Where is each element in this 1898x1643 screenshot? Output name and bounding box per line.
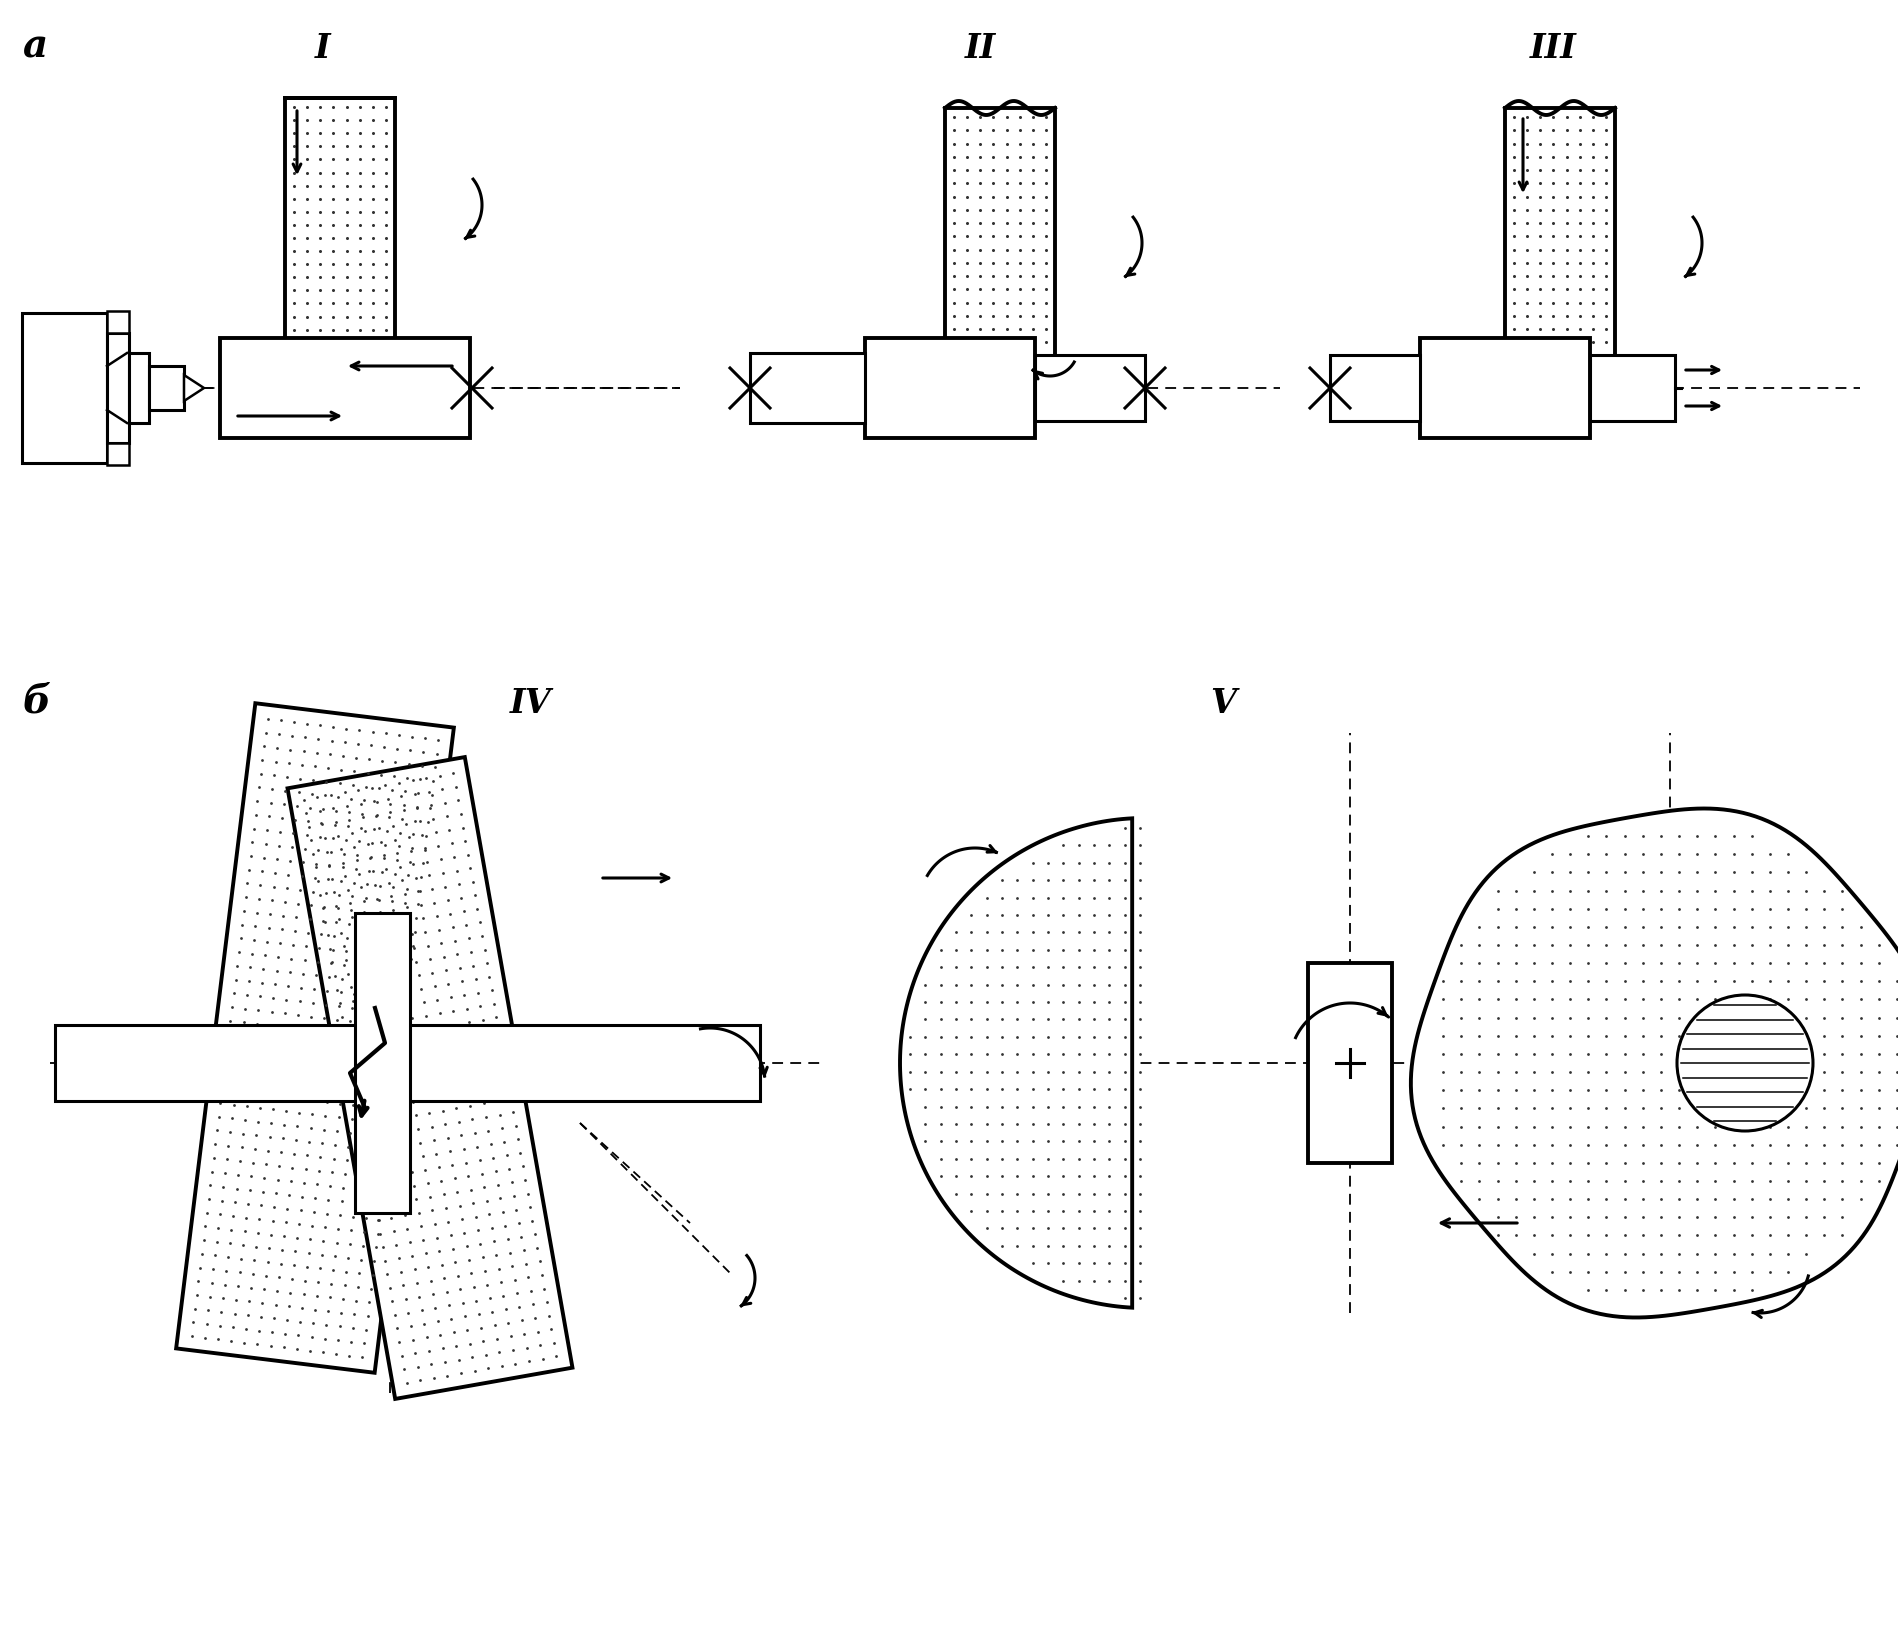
Text: I: I: [315, 31, 330, 66]
Bar: [285, 99, 395, 378]
Text: а: а: [23, 28, 47, 66]
Polygon shape: [900, 818, 1133, 1308]
Bar: [1420, 338, 1591, 439]
Polygon shape: [1410, 808, 1898, 1318]
Polygon shape: [287, 757, 573, 1398]
Bar: [1505, 108, 1615, 378]
Text: V: V: [1211, 687, 1236, 720]
Text: б: б: [23, 683, 49, 721]
Bar: [1034, 355, 1144, 421]
Bar: [106, 311, 129, 334]
Bar: [106, 334, 129, 444]
Bar: [865, 338, 1034, 439]
Bar: [1591, 355, 1676, 421]
Circle shape: [1678, 996, 1813, 1130]
Bar: [150, 366, 184, 411]
Bar: [750, 353, 865, 422]
Bar: [945, 108, 1055, 378]
Text: II: II: [964, 31, 996, 66]
Text: III: III: [1530, 31, 1577, 66]
Bar: [23, 314, 106, 463]
Bar: [355, 914, 410, 1213]
Bar: [129, 353, 150, 422]
Bar: [1330, 355, 1420, 421]
Polygon shape: [184, 375, 203, 401]
Text: IV: IV: [511, 687, 552, 720]
Bar: [1308, 963, 1391, 1163]
Polygon shape: [177, 703, 454, 1374]
Bar: [220, 338, 471, 439]
Bar: [106, 444, 129, 465]
Bar: [55, 1025, 759, 1101]
